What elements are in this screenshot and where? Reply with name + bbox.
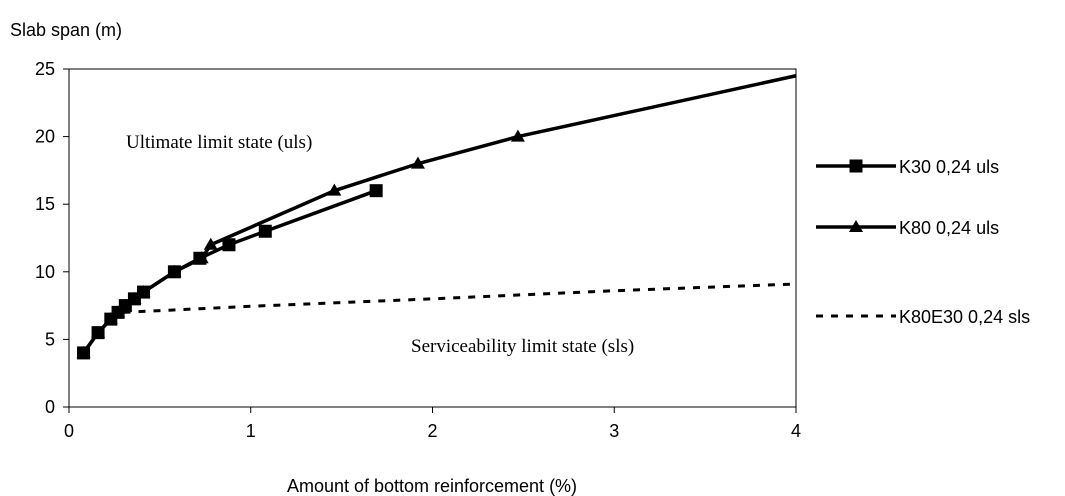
legend-label: K80E30 0,24 sls [899, 307, 1030, 327]
y-tick-label: 15 [35, 194, 55, 214]
square-marker [77, 346, 91, 360]
square-marker [369, 184, 383, 198]
square-marker [167, 265, 181, 279]
legend-label: K80 0,24 uls [899, 218, 999, 238]
y-tick-label: 5 [45, 329, 55, 349]
sls-annotation: Serviceability limit state (sls) [411, 336, 634, 357]
square-marker [258, 224, 272, 238]
series-layer [76, 74, 797, 360]
square-marker [193, 251, 207, 265]
legend-triangle-marker [849, 220, 863, 232]
x-axis: 0 1 2 3 4 [64, 407, 801, 441]
square-marker [137, 285, 151, 299]
legend-item: K80 0,24 uls [816, 218, 999, 238]
x-tick-label: 2 [427, 421, 437, 441]
square-marker [91, 326, 105, 340]
x-tick-label: 0 [64, 421, 74, 441]
triangle-marker [410, 156, 425, 169]
square-marker [222, 238, 236, 252]
y-axis: 0 5 10 15 20 25 [35, 59, 69, 417]
series-1 [76, 74, 797, 358]
y-axis-title: Slab span (m) [10, 20, 122, 40]
legend-label: K30 0,24 uls [899, 157, 999, 177]
triangle-marker [327, 183, 342, 196]
series-0 [77, 184, 383, 360]
x-tick-label: 4 [791, 421, 801, 441]
series-2 [123, 282, 797, 314]
x-tick-label: 3 [609, 421, 619, 441]
y-tick-label: 0 [45, 397, 55, 417]
x-tick-label: 1 [246, 421, 256, 441]
series-line [123, 282, 797, 314]
y-tick-label: 25 [35, 59, 55, 79]
uls-annotation: Ultimate limit state (uls) [126, 132, 312, 153]
series-line [82, 189, 377, 354]
legend-item: K80E30 0,24 sls [816, 307, 1030, 327]
legend-item: K30 0,24 uls [816, 157, 999, 177]
x-axis-title: Amount of bottom reinforcement (%) [287, 476, 577, 496]
y-tick-label: 10 [35, 262, 55, 282]
series-line [82, 74, 797, 354]
triangle-marker [510, 129, 525, 142]
y-tick-label: 20 [35, 127, 55, 147]
legend-square-marker [849, 159, 863, 173]
triangle-marker [203, 237, 218, 250]
legend: K30 0,24 uls K80 0,24 uls K80E30 0,24 sls [816, 157, 1030, 327]
